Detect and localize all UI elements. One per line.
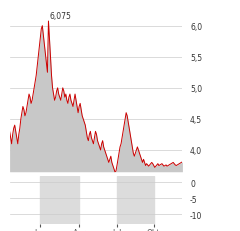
Text: 3,660: 3,660	[88, 175, 110, 184]
Text: 6,075: 6,075	[49, 12, 71, 21]
Bar	[117, 176, 154, 224]
Bar	[40, 176, 79, 224]
